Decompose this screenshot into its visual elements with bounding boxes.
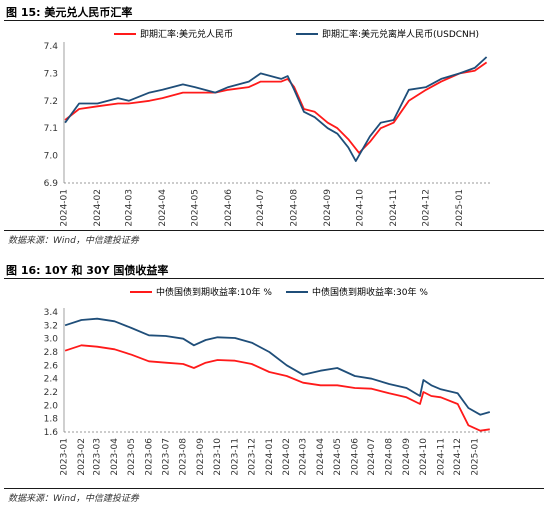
y-tick-label: 3.0 <box>44 335 59 345</box>
x-tick-label: 2024-03 <box>299 438 309 476</box>
x-tick-label: 2024-06 <box>224 189 234 227</box>
x-tick-label: 2024-01 <box>265 438 275 476</box>
y-tick-label: 1.6 <box>44 428 59 438</box>
x-tick-label: 2024-02 <box>93 189 103 227</box>
figure2-source: 数据来源：Wind，中信建投证券 <box>8 494 139 504</box>
y-tick-label: 2.2 <box>44 388 58 398</box>
x-tick-label: 2023-07 <box>161 438 171 476</box>
x-tick-label: 2023-01 <box>60 438 70 476</box>
series-line-red <box>64 344 490 432</box>
figure1-bottom-rule <box>4 230 544 231</box>
series-line-red <box>64 61 488 154</box>
figure2-title: 图 16: 10Y 和 30Y 国债收益率 <box>6 264 169 277</box>
x-tick-label: 2023-03 <box>93 438 103 476</box>
y-tick-label: 7.0 <box>44 152 59 162</box>
x-tick-label: 2024-09 <box>402 438 412 476</box>
x-tick-label: 2024-05 <box>333 438 343 476</box>
x-tick-label: 2024-07 <box>256 189 266 227</box>
legend-label: 中债国债到期收益率:10年 % <box>156 286 272 298</box>
x-tick-label: 2024-03 <box>124 189 134 227</box>
y-tick-label: 6.9 <box>44 179 59 189</box>
legend-label: 中债国债到期收益率:30年 % <box>312 286 428 298</box>
x-tick-label: 2024-04 <box>158 189 168 227</box>
y-tick-label: 7.4 <box>44 42 59 52</box>
x-tick-label: 2023-08 <box>179 438 189 476</box>
x-tick-label: 2024-02 <box>282 438 292 476</box>
y-tick-label: 2.6 <box>44 361 59 371</box>
y-tick-label: 7.1 <box>44 124 58 134</box>
x-tick-label: 2024-07 <box>367 438 377 476</box>
x-tick-label: 2023-02 <box>77 438 87 476</box>
legend-label: 即期汇率:美元兑离岸人民币(USDCNH) <box>322 28 479 40</box>
y-tick-label: 2.4 <box>44 375 59 385</box>
series-line-navy <box>64 56 488 163</box>
bond-yield-chart: 1.6 1.8 2.0 2.2 2.4 2.6 2.8 3.0 3.2 3.4 2023-01 202… <box>44 286 492 476</box>
x-tick-label: 2025-01 <box>471 438 481 476</box>
legend-label: 即期汇率:美元兑人民币 <box>140 28 233 40</box>
x-tick-label: 2024-08 <box>385 438 395 476</box>
x-tick-label: 2024-01 <box>60 189 70 227</box>
x-tick-label: 2024-12 <box>422 189 432 227</box>
x-tick-label: 2024-11 <box>389 189 399 227</box>
figure2-bottom-rule <box>4 488 544 489</box>
figure1-source: 数据来源：Wind，中信建投证券 <box>8 236 139 246</box>
y-tick-label: 3.2 <box>44 321 58 331</box>
figure1-title: 图 15: 美元兑人民币汇率 <box>6 6 133 19</box>
x-tick-label: 2025-01 <box>455 189 465 227</box>
figure2-top-rule <box>4 278 544 279</box>
x-tick-label: 2023-04 <box>110 438 120 476</box>
x-tick-label: 2024-04 <box>316 438 326 476</box>
figure1-top-rule <box>4 20 544 21</box>
x-tick-label: 2024-08 <box>290 189 300 227</box>
x-tick-label: 2023-11 <box>230 438 240 476</box>
x-tick-label: 2023-12 <box>247 438 257 476</box>
x-tick-label: 2024-11 <box>436 438 446 476</box>
x-tick-label: 2024-12 <box>453 438 463 476</box>
x-tick-label: 2023-06 <box>144 438 154 476</box>
y-tick-label: 2.8 <box>44 348 59 358</box>
y-tick-label: 7.3 <box>44 69 58 79</box>
exchange-rate-chart: 6.9 7.0 7.1 7.2 7.3 7.4 2024-01 2024-02 2024-03 2… <box>44 28 492 227</box>
x-tick-label: 2024-09 <box>323 189 333 227</box>
y-tick-label: 1.8 <box>44 415 59 425</box>
y-tick-label: 3.4 <box>44 308 59 318</box>
x-tick-label: 2024-05 <box>190 189 200 227</box>
series-line-navy <box>64 317 491 416</box>
x-tick-label: 2024-06 <box>350 438 360 476</box>
x-tick-label: 2023-05 <box>127 438 137 476</box>
x-tick-label: 2023-09 <box>196 438 206 476</box>
x-tick-label: 2024-10 <box>419 438 429 476</box>
x-tick-label: 2023-10 <box>213 438 223 476</box>
y-tick-label: 7.2 <box>44 97 58 107</box>
y-tick-label: 2.0 <box>44 401 59 411</box>
x-tick-label: 2024-10 <box>356 189 366 227</box>
